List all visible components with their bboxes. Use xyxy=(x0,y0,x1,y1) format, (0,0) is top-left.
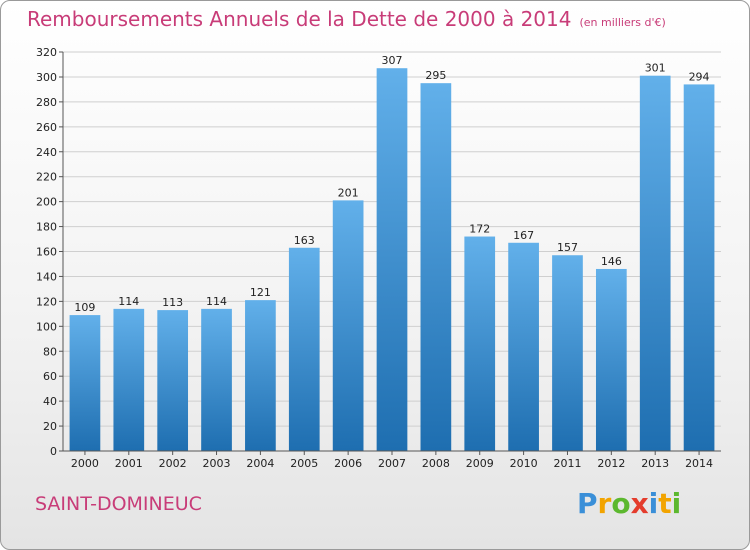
chart-title-text: Remboursements Annuels de la Dette de 20… xyxy=(27,7,572,31)
x-tick-label: 2011 xyxy=(553,457,581,470)
logo-letter: r xyxy=(597,487,612,520)
data-label: 121 xyxy=(250,286,271,299)
data-label: 114 xyxy=(206,295,227,308)
chart-subtitle: (en milliers d'€) xyxy=(579,16,666,29)
data-label: 114 xyxy=(118,295,139,308)
bar xyxy=(683,84,715,451)
y-tick-label: 240 xyxy=(36,146,57,159)
data-label: 307 xyxy=(382,54,403,67)
x-tick-label: 2008 xyxy=(422,457,450,470)
x-tick-label: 2007 xyxy=(378,457,406,470)
commune-name: SAINT-DOMINEUC xyxy=(35,493,202,515)
y-tick-label: 60 xyxy=(43,370,57,383)
data-label: 167 xyxy=(513,229,534,242)
y-tick-label: 200 xyxy=(36,196,57,209)
x-tick-label: 2006 xyxy=(334,457,362,470)
data-label: 294 xyxy=(689,70,710,83)
bar xyxy=(420,83,452,451)
logo-letter: o xyxy=(611,487,631,520)
logo-letter: x xyxy=(630,487,649,520)
bars: 109 114 113 114 121 163 201 307 295 172 167 157 146 3… xyxy=(69,54,715,452)
data-label: 172 xyxy=(469,223,490,236)
x-tick-label: 2002 xyxy=(159,457,187,470)
y-tick-label: 320 xyxy=(36,46,57,59)
bar xyxy=(595,268,627,451)
bar xyxy=(376,68,408,451)
data-label: 301 xyxy=(645,62,666,75)
data-label: 109 xyxy=(74,301,95,314)
data-label: 113 xyxy=(162,296,183,309)
y-tick-label: 0 xyxy=(50,445,57,458)
y-tick-label: 220 xyxy=(36,171,57,184)
data-label: 157 xyxy=(557,241,578,254)
x-tick-label: 2013 xyxy=(641,457,669,470)
x-tick-label: 2003 xyxy=(203,457,231,470)
y-tick-label: 100 xyxy=(36,320,57,333)
data-label: 201 xyxy=(338,186,359,199)
x-tick-label: 2010 xyxy=(510,457,538,470)
proxiti-logo: Proxiti xyxy=(577,487,681,520)
y-tick-label: 160 xyxy=(36,246,57,259)
x-tick-label: 2009 xyxy=(466,457,494,470)
y-tick-label: 280 xyxy=(36,96,57,109)
y-tick-label: 120 xyxy=(36,295,57,308)
logo-letter: P xyxy=(577,487,598,520)
data-label: 146 xyxy=(601,255,622,268)
bar xyxy=(69,315,101,451)
bar xyxy=(639,75,671,452)
bar xyxy=(245,300,276,451)
logo-letter: i xyxy=(671,487,682,520)
bar xyxy=(508,242,539,451)
bar xyxy=(332,200,364,451)
y-tick-label: 180 xyxy=(36,221,57,234)
x-tick-label: 2004 xyxy=(246,457,274,470)
bar xyxy=(288,247,320,451)
x-tick-label: 2001 xyxy=(115,457,143,470)
bar xyxy=(113,308,145,451)
bar xyxy=(464,236,496,451)
data-label: 295 xyxy=(425,69,446,82)
bar xyxy=(201,308,232,451)
y-tick-label: 80 xyxy=(43,345,57,358)
y-tick-label: 40 xyxy=(43,395,57,408)
x-tick-label: 2005 xyxy=(290,457,318,470)
x-tick-label: 2012 xyxy=(597,457,625,470)
logo-letter: i xyxy=(648,487,659,520)
y-tick-label: 300 xyxy=(36,71,57,84)
logo-letter: t xyxy=(658,487,672,520)
chart-title: Remboursements Annuels de la Dette de 20… xyxy=(27,7,666,31)
y-tick-label: 20 xyxy=(43,420,57,433)
bar xyxy=(552,255,583,451)
axes: 0 20 40 60 80 100 120 140 160 180 200 220 240 260 280 3… xyxy=(36,46,721,470)
bar xyxy=(157,310,189,451)
x-tick-label: 2000 xyxy=(71,457,99,470)
data-label: 163 xyxy=(294,234,315,247)
y-tick-label: 260 xyxy=(36,121,57,134)
y-tick-label: 140 xyxy=(36,270,57,283)
x-tick-label: 2014 xyxy=(685,457,713,470)
